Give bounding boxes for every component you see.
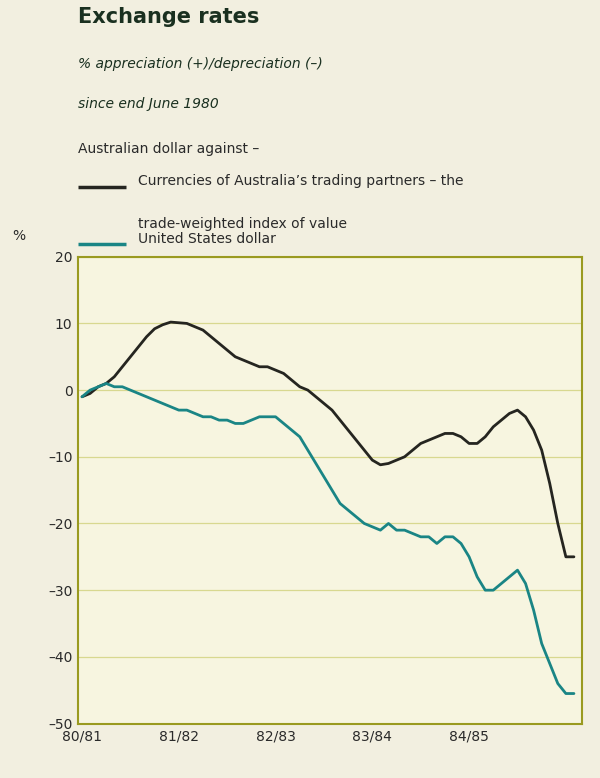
Text: % appreciation (+)/depreciation (–): % appreciation (+)/depreciation (–) [78,58,323,72]
Text: since end June 1980: since end June 1980 [78,97,219,111]
Text: Currencies of Australia’s trading partners – the: Currencies of Australia’s trading partne… [138,174,464,188]
Text: Australian dollar against –: Australian dollar against – [78,142,259,156]
Text: Exchange rates: Exchange rates [78,8,259,27]
Text: trade-weighted index of value: trade-weighted index of value [138,216,347,230]
Text: %: % [13,229,26,243]
Text: United States dollar: United States dollar [138,232,276,246]
